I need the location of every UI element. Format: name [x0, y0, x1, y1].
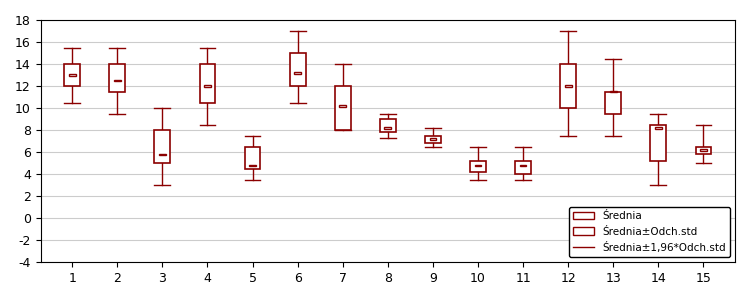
FancyBboxPatch shape — [110, 64, 125, 92]
FancyBboxPatch shape — [560, 64, 576, 108]
FancyBboxPatch shape — [700, 149, 706, 151]
FancyBboxPatch shape — [200, 64, 215, 103]
FancyBboxPatch shape — [695, 147, 711, 154]
FancyBboxPatch shape — [154, 130, 170, 163]
FancyBboxPatch shape — [565, 85, 572, 87]
FancyBboxPatch shape — [290, 53, 305, 86]
FancyBboxPatch shape — [64, 64, 80, 86]
FancyBboxPatch shape — [339, 105, 346, 107]
FancyBboxPatch shape — [159, 154, 166, 155]
FancyBboxPatch shape — [385, 127, 392, 129]
FancyBboxPatch shape — [114, 80, 121, 81]
FancyBboxPatch shape — [244, 147, 260, 169]
FancyBboxPatch shape — [380, 119, 396, 132]
FancyBboxPatch shape — [249, 164, 256, 166]
FancyBboxPatch shape — [610, 91, 616, 92]
FancyBboxPatch shape — [655, 127, 662, 129]
FancyBboxPatch shape — [605, 92, 621, 114]
Legend: Średnia, Średnia±Odch.std, Średnia±1,96*Odch.std: Średnia, Średnia±Odch.std, Średnia±1,96*… — [568, 207, 730, 257]
FancyBboxPatch shape — [294, 72, 301, 74]
FancyBboxPatch shape — [430, 138, 436, 140]
FancyBboxPatch shape — [334, 86, 350, 130]
FancyBboxPatch shape — [515, 161, 531, 174]
FancyBboxPatch shape — [520, 164, 526, 166]
FancyBboxPatch shape — [470, 161, 486, 172]
FancyBboxPatch shape — [650, 124, 666, 161]
FancyBboxPatch shape — [69, 74, 76, 76]
FancyBboxPatch shape — [204, 85, 211, 87]
FancyBboxPatch shape — [425, 136, 441, 143]
FancyBboxPatch shape — [475, 164, 482, 166]
